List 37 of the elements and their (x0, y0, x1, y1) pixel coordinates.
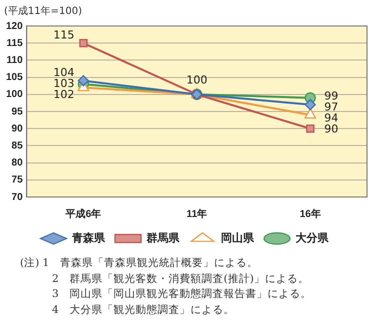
point (79, 38, 88, 48)
point (304, 99, 316, 110)
point (304, 108, 316, 119)
y-tick-label: 110 (6, 54, 24, 66)
legend-label: 大分県 (296, 232, 330, 245)
data-label: 115 (53, 28, 74, 42)
y-tick-label: 115 (6, 38, 24, 49)
y-tick-label: 85 (12, 140, 24, 152)
data-label: 104 (53, 66, 74, 79)
legend-label: 群馬県 (146, 232, 180, 245)
y-tick-label: 95 (12, 106, 24, 118)
x-tick-label: 平成6年 (64, 208, 102, 220)
text: 2 群馬県「観光客数・消費額調査(推計)」による。 (51, 272, 310, 286)
y-tick-label: 120 (6, 20, 24, 32)
point (306, 124, 314, 133)
x-tick-label: 16年 (300, 208, 321, 220)
text: 4 大分県「観光動態調査」による。 (51, 302, 236, 318)
data-label: 97 (324, 100, 338, 114)
y-tick-label: 100 (6, 89, 24, 100)
y-tick-label: 80 (12, 158, 24, 169)
y-tick-label: 75 (12, 174, 24, 186)
text: (注) 1 青森県「青森県観光統計概要」による。 (20, 256, 260, 271)
data-label: 90 (324, 122, 338, 136)
y-tick-label: 90 (12, 123, 24, 134)
point (78, 75, 90, 86)
data-label: 103 (53, 77, 74, 90)
data-label: 100 (186, 73, 208, 86)
data-label: 94 (324, 112, 338, 125)
legend-label: 岡山県 (221, 232, 255, 245)
data-label: 99 (324, 90, 338, 103)
x-tick-label: 11年 (186, 208, 208, 220)
legend-label: 青森県 (71, 232, 106, 245)
y-axis-title: (平成11年=100) (4, 4, 82, 18)
data-label: 102 (53, 88, 74, 101)
text: 3 岡山県「岡山県観光客動態調査報告書」による。 (51, 287, 312, 302)
y-tick-label: 70 (12, 192, 24, 203)
y-tick-label: 105 (6, 72, 24, 84)
